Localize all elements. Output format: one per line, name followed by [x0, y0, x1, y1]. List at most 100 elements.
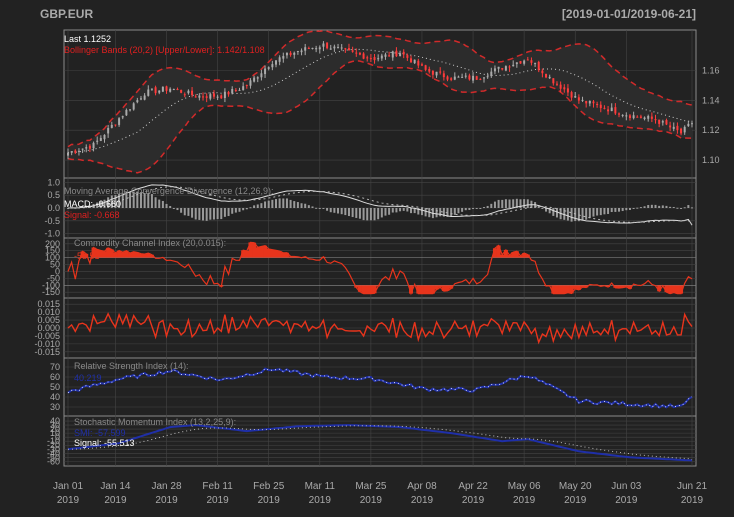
candle-body [107, 128, 110, 134]
candle-body [231, 88, 234, 94]
macd-histogram-bar [526, 199, 529, 208]
candle-body [271, 64, 274, 68]
macd-histogram-bar [147, 193, 150, 208]
macd-histogram-bar [242, 208, 245, 211]
x-tick-label-10: May 20 [559, 481, 592, 492]
candle-body [545, 73, 548, 78]
y-tick-label-smi-3: 10 [50, 428, 60, 438]
macd-histogram-bar [610, 208, 613, 213]
macd-histogram-bar [614, 208, 617, 212]
macd-histogram-bar [256, 204, 259, 208]
macd-histogram-bar [191, 208, 194, 218]
x-tick-year-0: 2019 [57, 495, 80, 506]
macd-histogram-bar [661, 205, 664, 208]
macd-histogram-bar [420, 208, 423, 216]
macd-histogram-bar [165, 203, 168, 208]
macd-histogram-bar [618, 208, 621, 212]
candle-body [81, 148, 84, 150]
candle-body [296, 50, 299, 52]
macd-histogram-bar [245, 208, 248, 210]
candle-body [508, 66, 511, 68]
candle-body [428, 68, 431, 72]
x-tick-year-7: 2019 [411, 495, 434, 506]
candle-body [216, 96, 219, 98]
macd-histogram-bar [479, 208, 482, 209]
macd-histogram-bar [687, 205, 690, 208]
y-tick-label-macd-2: 0.0 [47, 203, 60, 213]
candle-body [515, 62, 518, 65]
macd-histogram-bar [519, 199, 522, 208]
cci-value-label: -53.51 [74, 251, 100, 261]
macd-histogram-bar [172, 208, 175, 209]
candle-body [322, 43, 325, 47]
y-tick-label-smi-8: -40 [47, 448, 60, 458]
macd-histogram-bar [483, 207, 485, 209]
macd-histogram-bar [650, 204, 653, 208]
candle-body [118, 118, 121, 125]
macd-histogram-bar [180, 208, 183, 213]
macd-histogram-bar [271, 199, 274, 208]
candle-body [114, 124, 117, 126]
y-tick-label-cci-0: 200 [45, 239, 60, 249]
macd-histogram-bar [643, 206, 646, 208]
candle-body [344, 48, 347, 50]
macd-histogram-bar [475, 208, 478, 209]
y-tick-label-macd-1: 0.5 [47, 190, 60, 200]
x-tick-year-10: 2019 [564, 495, 587, 506]
macd-histogram-bar [216, 208, 219, 220]
candle-body [406, 55, 409, 58]
macd-histogram-bar [442, 208, 445, 217]
y-tick-label-smi-5: -10 [47, 436, 60, 446]
price-legend-bbands: Bollinger Bands (20,2) [Upper/Lower]: 1.… [64, 45, 265, 55]
candle-body [238, 89, 241, 91]
candle-body [519, 61, 522, 64]
candle-body [410, 58, 413, 63]
candle-body [139, 98, 142, 100]
candle-body [647, 115, 650, 119]
macd-histogram-bar [592, 208, 595, 217]
x-tick-year-3: 2019 [206, 495, 229, 506]
macd-histogram-bar [333, 208, 336, 213]
y-tick-label-roc-6: -0.015 [34, 347, 60, 357]
candle-body [413, 59, 416, 64]
macd-histogram-bar [410, 208, 413, 214]
macd-histogram-bar [253, 205, 256, 208]
candle-body [464, 75, 467, 77]
rsi-title: Relative Strength Index (14): [74, 361, 189, 371]
candle-body [599, 104, 602, 109]
candle-body [121, 116, 124, 118]
macd-histogram-bar [413, 208, 416, 214]
candle-body [318, 47, 321, 50]
candle-body [92, 142, 95, 149]
macd-histogram-bar [461, 208, 464, 212]
candle-body [453, 76, 456, 80]
macd-histogram-bar [194, 208, 197, 220]
macd-histogram-bar [107, 197, 110, 208]
macd-histogram-bar [632, 208, 635, 209]
candle-body [311, 47, 314, 49]
candle-body [563, 87, 566, 90]
candle-body [570, 92, 573, 98]
macd-histogram-bar [326, 208, 329, 211]
macd-histogram-bar [132, 191, 135, 208]
candle-body [402, 51, 405, 55]
candle-body [592, 101, 595, 104]
candle-body [377, 58, 380, 60]
macd-histogram-bar [223, 208, 226, 217]
rsi-value-label: 40.219 [74, 373, 102, 383]
macd-histogram-bar [202, 208, 205, 221]
macd-histogram-bar [234, 208, 237, 213]
candle-body [479, 78, 482, 80]
candle-body [450, 78, 453, 80]
macd-histogram-bar [552, 208, 555, 216]
macd-histogram-bar [607, 208, 610, 214]
candle-body [446, 76, 449, 80]
candle-body [242, 86, 245, 91]
candle-body [621, 114, 624, 116]
macd-histogram-bar [238, 208, 241, 212]
x-tick-year-8: 2019 [462, 495, 485, 506]
candle-body [676, 125, 679, 131]
macd-histogram-bar [603, 208, 606, 215]
y-tick-label-smi-6: -20 [47, 440, 60, 450]
candle-body [534, 63, 537, 65]
